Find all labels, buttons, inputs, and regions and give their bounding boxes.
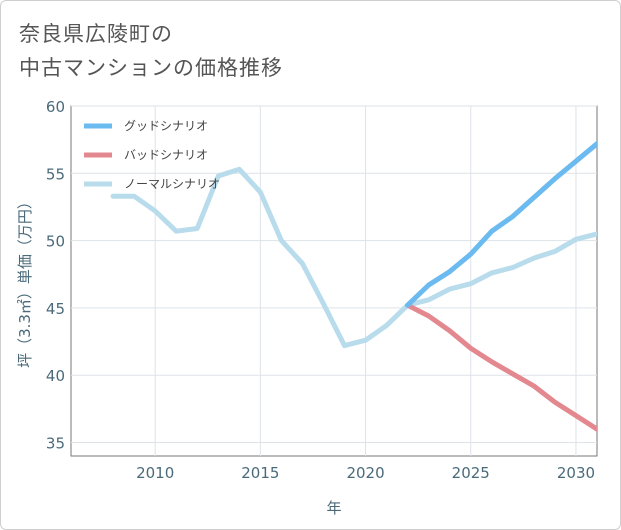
y-tick-label: 60 (46, 98, 65, 116)
chart-title: 奈良県広陵町の 中古マンションの価格推移 (19, 17, 283, 85)
y-tick-label: 35 (46, 435, 65, 453)
y-tick-label: 55 (46, 165, 65, 183)
x-tick-label: 2010 (136, 464, 174, 482)
series-line-bad (405, 302, 597, 432)
legend-label: グッドシナリオ (124, 119, 208, 133)
y-axis-label: 坪（3.3㎡）単価（万円） (16, 194, 34, 368)
chart-title-line-1: 奈良県広陵町の (19, 22, 173, 46)
series-line-normal (110, 166, 597, 349)
series-lines (110, 141, 597, 432)
y-tick-label: 45 (46, 300, 65, 318)
legend-label: ノーマルシナリオ (124, 177, 220, 191)
x-axis-label: 年 (326, 499, 341, 517)
legend-item-good: グッドシナリオ (84, 119, 208, 133)
x-tick-label: 2030 (557, 464, 595, 482)
legend-item-bad: バッドシナリオ (84, 148, 208, 162)
y-tick-label: 40 (46, 367, 65, 385)
plot-area (70, 105, 598, 457)
x-tick-label: 2020 (346, 464, 384, 482)
legend-item-normal: ノーマルシナリオ (84, 177, 220, 191)
x-tick-label: 2025 (452, 464, 490, 482)
y-tick-label: 50 (46, 233, 65, 251)
x-tick-label: 2015 (241, 464, 279, 482)
axis-ticks: 2010 2015 2020 2025 2030 35 40 45 50 55 60 (46, 98, 595, 482)
legend-label: バッドシナリオ (124, 148, 208, 162)
series-line-good (405, 141, 597, 308)
chart-title-line-2: 中古マンションの価格推移 (19, 56, 283, 80)
